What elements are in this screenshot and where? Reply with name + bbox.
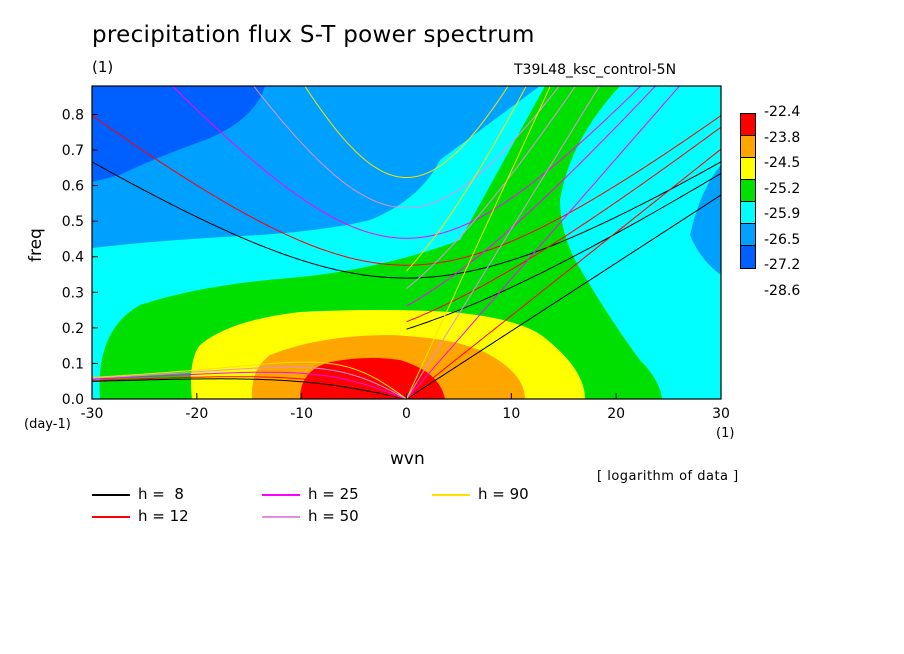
y-tick-label: 0.4	[62, 250, 84, 266]
legend-label: h = 12	[138, 507, 189, 525]
y-tick-label: 0.3	[62, 285, 84, 301]
inertio-gravity-curve	[171, 86, 642, 239]
x-tick-label: -10	[290, 406, 313, 422]
colorbar-cell	[741, 180, 755, 202]
colorbar-cell	[741, 136, 755, 158]
log-note: [ logarithm of data ]	[597, 469, 739, 484]
eastward-gravity-curve	[406, 86, 527, 272]
y-tick-label: 0.0	[62, 392, 84, 408]
colorbar-label: -25.2	[764, 180, 801, 197]
chart-unit-label: (1)	[92, 58, 114, 76]
colorbar-label: -25.9	[764, 206, 801, 222]
legend-swatch	[262, 494, 300, 496]
rossby-curve	[92, 371, 407, 399]
rossby-curve	[92, 378, 407, 399]
colorbar-cell	[741, 202, 755, 224]
y-tick-label: 0.7	[62, 143, 84, 159]
legend-swatch	[432, 494, 470, 496]
inertio-gravity-curve	[304, 86, 509, 178]
level-band-23-8	[300, 357, 445, 399]
kelvin-curve	[406, 86, 681, 399]
eastward-gravity-curve	[406, 86, 657, 307]
plot-area	[92, 86, 721, 399]
y-tick-label: 0.5	[62, 214, 84, 230]
y-tick-label: 0.2	[62, 321, 84, 337]
x-tick-label: 0	[402, 406, 411, 422]
eastward-gravity-curve	[406, 86, 577, 289]
y-tick-label: 0.8	[62, 107, 84, 123]
x-tick-label: 30	[712, 406, 730, 422]
chart-title: precipitation flux S-T power spectrum	[92, 22, 535, 48]
x-axis-label: wvn	[390, 449, 425, 469]
kelvin-curve	[406, 86, 601, 399]
y-tick-label: 0.6	[62, 179, 84, 195]
eastward-gravity-curve	[406, 126, 721, 323]
eastward-gravity-curve	[406, 172, 721, 330]
x-tick-label: -20	[185, 406, 208, 422]
axis-ticks: -30 -20 -10 0 10 20 30 0.0 0.1 0.2 0.3 0.4 0.5 0.6 0.7…	[62, 107, 730, 422]
colorbar-cell	[741, 246, 755, 268]
x-tick-label: -30	[81, 406, 104, 422]
rossby-curve	[92, 376, 407, 399]
colorbar-cell	[741, 114, 755, 136]
x-tick-label: 10	[502, 406, 520, 422]
legend-label: h = 90	[478, 485, 529, 503]
rossby-curve	[92, 366, 407, 399]
legend-label: h = 25	[308, 485, 359, 503]
colorbar-label: -24.5	[764, 155, 801, 171]
run-label: T39L48_ksc_control-5N	[514, 62, 677, 78]
dispersion-curves	[92, 86, 721, 399]
y-axis-label: freq	[26, 228, 46, 262]
legend-swatch	[262, 516, 300, 518]
level-band-28-6	[92, 86, 265, 182]
y-tick-label: 0.1	[62, 356, 84, 372]
rossby-curve	[92, 361, 407, 399]
x-unit-label: (1)	[716, 426, 735, 441]
colorbar-label: -23.8	[764, 129, 801, 146]
legend-swatch	[92, 494, 130, 496]
kelvin-curve	[406, 194, 721, 399]
colorbar-label: -26.5	[764, 231, 801, 248]
colorbar-cell	[741, 158, 755, 180]
legend-swatch	[92, 516, 130, 518]
x-tick-label: 20	[607, 406, 625, 422]
legend-label: h = 8	[138, 485, 184, 503]
colorbar-label: -28.6	[764, 282, 801, 299]
y-unit-label: (day-1)	[24, 417, 71, 432]
colorbar-cell	[741, 224, 755, 246]
level-band-25-9	[99, 86, 662, 399]
kelvin-curve	[406, 86, 551, 399]
inertio-gravity-curve	[92, 115, 721, 266]
kelvin-curve	[406, 148, 721, 399]
colorbar	[740, 113, 756, 269]
inertio-gravity-curve	[92, 161, 721, 279]
legend-label: h = 50	[308, 507, 359, 525]
colorbar-label: -27.2	[764, 257, 801, 273]
colorbar-label: -22.4	[764, 104, 801, 120]
inertio-gravity-curve	[253, 86, 560, 209]
